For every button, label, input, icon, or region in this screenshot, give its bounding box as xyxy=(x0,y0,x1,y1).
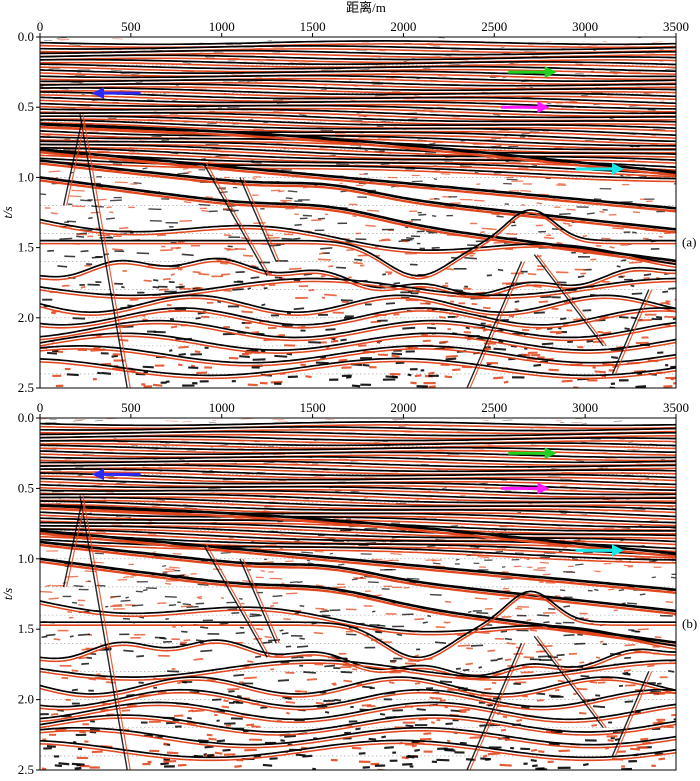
x-tick-label: 1000 xyxy=(209,400,235,415)
x-tick-label: 3500 xyxy=(663,400,689,415)
y-axis-title: t/s xyxy=(0,588,15,600)
x-tick-label: 2500 xyxy=(481,400,507,415)
seismic-panel-a: 0 500 1000 1500 2000 2500 3000 3500 0.0 0.5 1.0 1.5… xyxy=(0,19,696,395)
y-tick-label: 0.5 xyxy=(18,480,34,495)
y-tick-label: 1.5 xyxy=(18,621,34,636)
x-tick-label: 2000 xyxy=(390,400,416,415)
y-axis-title: t/s xyxy=(0,206,15,218)
x-tick-label: 3000 xyxy=(572,19,598,34)
x-tick-label: 0 xyxy=(37,19,44,34)
plot-frame xyxy=(39,417,677,771)
panel-label: (a) xyxy=(682,235,696,250)
x-tick-label: 3000 xyxy=(572,400,598,415)
y-tick-label: 2.5 xyxy=(18,380,34,395)
y-tick-label: 0.0 xyxy=(18,29,34,44)
y-tick-label: 0.5 xyxy=(18,99,34,114)
y-tick-label: 1.0 xyxy=(18,169,34,184)
y-tick-label: 1.0 xyxy=(18,551,34,566)
y-tick-label: 0.0 xyxy=(18,410,34,425)
panel-label: (b) xyxy=(682,616,697,631)
x-tick-label: 500 xyxy=(121,19,141,34)
y-tick-label: 2.0 xyxy=(18,692,34,707)
reflection-events xyxy=(40,418,676,770)
y-tick-label: 2.5 xyxy=(18,762,34,777)
seismic-panel-b: 0 500 1000 1500 2000 2500 3000 3500 0.0 0.5 1.0 1.5… xyxy=(0,400,697,777)
y-tick-label: 1.5 xyxy=(18,240,34,255)
reflection-events xyxy=(40,37,676,388)
x-tick-label: 1000 xyxy=(209,19,235,34)
x-tick-label: 2500 xyxy=(481,19,507,34)
y-tick-label: 2.0 xyxy=(18,310,34,325)
x-tick-label: 3500 xyxy=(663,19,689,34)
x-tick-label: 1500 xyxy=(300,19,326,34)
x-tick-label: 500 xyxy=(121,400,141,415)
x-tick-label: 1500 xyxy=(300,400,326,415)
x-axis-title: 距离/m xyxy=(346,0,386,15)
plot-frame xyxy=(39,36,677,389)
panels-layer: 0 500 1000 1500 2000 2500 3000 3500 0.0 0.5 1.0 1.5… xyxy=(0,19,697,777)
x-tick-label: 0 xyxy=(37,400,44,415)
x-tick-label: 2000 xyxy=(390,19,416,34)
